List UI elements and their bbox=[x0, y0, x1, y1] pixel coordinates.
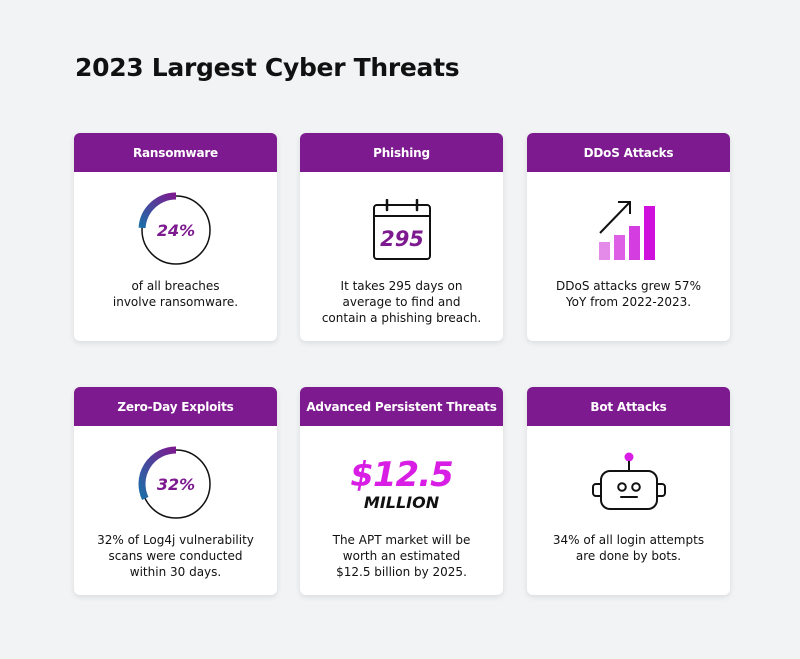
card-description: 34% of all login attempts are done by bo… bbox=[535, 532, 722, 564]
card-header: Bot Attacks bbox=[527, 387, 730, 426]
card-header: Zero-Day Exploits bbox=[74, 387, 277, 426]
card-ddos: DDoS Attacks DDoS attacks grew 57% YoY f… bbox=[527, 133, 730, 341]
donut-ransomware: 24% bbox=[74, 192, 277, 265]
card-zero-day: Zero-Day Exploits 32% 32% of Log4j vulne… bbox=[74, 387, 277, 595]
desc-line: scans were conducted bbox=[108, 549, 243, 563]
card-description: 32% of Log4j vulnerability scans were co… bbox=[82, 532, 269, 580]
antenna-light-icon bbox=[624, 452, 633, 462]
growth-bar bbox=[598, 242, 610, 260]
growth-bar bbox=[613, 235, 625, 260]
donut-chart: 24% bbox=[138, 192, 211, 265]
card-header: DDoS Attacks bbox=[527, 133, 730, 172]
calendar-icon: 295 bbox=[372, 199, 431, 260]
donut-chart: 32% bbox=[138, 446, 211, 519]
robot-icon bbox=[591, 452, 666, 510]
growth-chart-icon bbox=[598, 201, 655, 260]
card-description: The APT market will be worth an estimate… bbox=[308, 532, 495, 580]
donut-zero-day: 32% bbox=[74, 446, 277, 519]
desc-line: involve ransomware. bbox=[112, 295, 239, 309]
desc-line: The APT market will be bbox=[332, 533, 471, 547]
desc-line: worth an estimated bbox=[342, 549, 461, 563]
arrow-head bbox=[617, 201, 631, 214]
desc-line: $12.5 billion by 2025. bbox=[336, 565, 467, 579]
card-phishing: Phishing 295 It takes 295 days on averag… bbox=[300, 133, 503, 341]
desc-line: YoY from 2022-2023. bbox=[565, 295, 692, 309]
desc-line: within 30 days. bbox=[129, 565, 222, 579]
desc-line: DDoS attacks grew 57% bbox=[556, 279, 701, 293]
money-visual: $12.5 MILLION bbox=[300, 449, 503, 519]
card-description: of all breaches involve ransomware. bbox=[82, 278, 269, 310]
page-title: 2023 Largest Cyber Threats bbox=[75, 53, 460, 82]
card-bot: Bot Attacks 34% of all login attempts ar… bbox=[527, 387, 730, 595]
card-description: It takes 295 days on average to find and… bbox=[308, 278, 495, 326]
desc-line: of all breaches bbox=[131, 279, 220, 293]
money-value: $12.5 bbox=[350, 455, 454, 495]
percent-label: 24% bbox=[156, 221, 194, 240]
arrow-up-icon bbox=[598, 202, 630, 234]
card-description: DDoS attacks grew 57% YoY from 2022-2023… bbox=[535, 278, 722, 310]
growth-bar bbox=[628, 226, 640, 260]
desc-line: are done by bots. bbox=[575, 549, 682, 563]
desc-line: average to find and bbox=[342, 295, 461, 309]
card-header: Phishing bbox=[300, 133, 503, 172]
money-unit: MILLION bbox=[363, 493, 440, 512]
desc-line: It takes 295 days on bbox=[340, 279, 463, 293]
desc-line: 34% of all login attempts bbox=[552, 533, 705, 547]
growth-visual bbox=[527, 195, 730, 265]
desc-line: contain a phishing breach. bbox=[321, 311, 482, 325]
growth-bar bbox=[643, 206, 655, 260]
card-apt: Advanced Persistent Threats $12.5 MILLIO… bbox=[300, 387, 503, 595]
bot-visual bbox=[527, 449, 730, 519]
card-ransomware: Ransomware 24% of all breaches involve r… bbox=[74, 133, 277, 341]
percent-label: 32% bbox=[156, 475, 194, 494]
card-header: Ransomware bbox=[74, 133, 277, 172]
card-header: Advanced Persistent Threats bbox=[300, 387, 503, 426]
donut-arc bbox=[138, 192, 176, 229]
calendar-visual: 295 bbox=[300, 195, 503, 265]
donut-arc bbox=[138, 446, 176, 500]
days-label: 295 bbox=[380, 227, 424, 251]
desc-line: 32% of Log4j vulnerability bbox=[97, 533, 254, 547]
